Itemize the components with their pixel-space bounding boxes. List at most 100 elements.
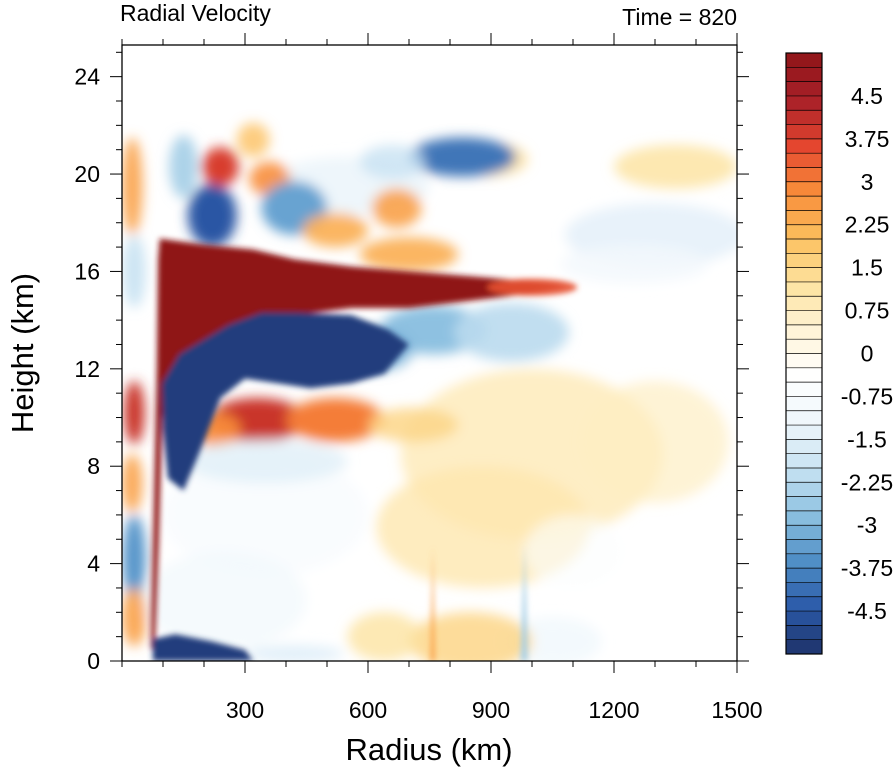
upper-warm-cell <box>302 213 369 248</box>
colorbar-bin <box>786 382 822 397</box>
y-tick-label: 8 <box>87 453 100 479</box>
inner-core-warm-band <box>122 137 143 235</box>
colorbar-label: 0.75 <box>845 298 890 324</box>
colorbar-bin <box>786 281 822 297</box>
inner-core-cool-band <box>122 234 146 308</box>
faint-warm-patch <box>614 144 737 189</box>
colorbar-bin <box>786 410 822 426</box>
upper-warm-cell <box>236 122 270 157</box>
colorbar-bin <box>786 167 822 183</box>
colorbar-frame <box>785 52 823 655</box>
x-tick-label: 600 <box>349 697 387 723</box>
colorbar-bin <box>786 353 822 369</box>
colorbar-bin <box>786 153 822 168</box>
faint-cool-patch <box>523 514 623 588</box>
colorbar-bin <box>786 339 822 354</box>
velocity-field <box>122 122 737 661</box>
colorbar-label: -1.5 <box>847 426 887 452</box>
colorbar-label: -3 <box>857 512 877 538</box>
boundary-layer-inflow-tail <box>245 645 344 661</box>
upper-warm-ridge <box>359 237 459 272</box>
colorbar-bin <box>786 596 822 612</box>
upper-cool-cell <box>409 137 516 177</box>
mid-level-outflow-band <box>286 398 385 442</box>
colorbar-label: 1.5 <box>851 255 883 281</box>
colorbar-label: 4.5 <box>851 83 883 109</box>
y-tick-label: 16 <box>74 258 100 284</box>
colorbar-bin <box>786 510 822 526</box>
colorbar-bin <box>786 196 822 211</box>
y-tick-label: 0 <box>87 648 100 674</box>
colorbar-bin <box>786 553 822 569</box>
colorbar-bin <box>786 324 822 340</box>
colorbar-bin <box>786 467 822 483</box>
colorbar-bin <box>786 611 822 626</box>
outward-pulse-stripe <box>520 544 528 661</box>
colorbar-label: -3.75 <box>841 555 893 581</box>
inner-core-warm-band <box>122 454 143 513</box>
colorbar-bin <box>786 224 822 240</box>
field-soft-layer <box>122 122 737 661</box>
mid-level-outflow-band <box>368 407 459 442</box>
colorbar-bin <box>786 53 822 68</box>
colorbar-bin <box>786 110 822 125</box>
colorbar-bin <box>786 625 822 640</box>
colorbar: 4.5 3.75 3 2.25 1.5 0.75 0 -0.75 -1.5 -2.25 -3 -3.7… <box>785 52 893 655</box>
colorbar-bin <box>786 453 822 469</box>
chart-time-label: Time = 820 <box>622 4 737 30</box>
lower-inflow-extension <box>454 303 569 362</box>
colorbar-bin <box>786 210 822 226</box>
x-axis: 300 600 900 1200 1500 <box>121 33 763 723</box>
colorbar-label: -0.75 <box>841 383 893 409</box>
plot-frame <box>121 44 738 662</box>
colorbar-bin <box>786 396 822 412</box>
upper-level-inflow <box>162 312 409 491</box>
colorbar-label: 3 <box>861 169 874 195</box>
upper-warm-cell <box>201 147 239 187</box>
y-tick-label: 4 <box>87 551 100 577</box>
colorbar-bin <box>786 539 822 555</box>
colorbar-label: -4.5 <box>847 598 887 624</box>
field-core-layer <box>150 238 578 661</box>
colorbar-bin <box>786 267 822 283</box>
colorbar-bin <box>786 525 822 540</box>
faint-warm-patch <box>409 612 532 661</box>
colorbar-bin <box>786 367 822 383</box>
y-tick-label: 20 <box>74 161 100 187</box>
colorbar-bin <box>786 639 822 655</box>
x-tick-label: 300 <box>226 697 264 723</box>
colorbar-bin <box>786 439 822 454</box>
x-axis-label: Radius (km) <box>345 732 512 767</box>
colorbar-bin <box>786 138 822 154</box>
inner-core-warm-band <box>124 381 145 445</box>
colorbar-bin <box>786 181 822 197</box>
colorbar-bin <box>786 239 822 254</box>
upper-cool-cell <box>169 135 198 199</box>
colorbar-label: 0 <box>861 341 874 367</box>
colorbar-bin <box>786 582 822 598</box>
colorbar-label: 2.25 <box>845 212 890 238</box>
y-tick-label: 12 <box>74 356 100 382</box>
colorbar-bin <box>786 124 822 140</box>
faint-warm-patch <box>347 612 422 661</box>
x-tick-label: 1500 <box>711 697 762 723</box>
colorbar-bin <box>786 425 822 440</box>
colorbar-bin <box>786 310 822 326</box>
boundary-layer-inflow <box>152 634 254 661</box>
outflow-jet <box>150 238 567 649</box>
upper-cool-cell <box>359 144 426 179</box>
colorbar-bin <box>786 482 822 497</box>
colorbar-bin <box>786 496 822 512</box>
faint-warm-patch <box>581 381 729 503</box>
y-axis-label: Height (km) <box>5 273 40 433</box>
faint-cool-patch <box>163 454 368 576</box>
x-tick-label: 1200 <box>588 697 639 723</box>
faint-cool-patch <box>142 551 307 649</box>
upper-warm-cell <box>372 188 422 228</box>
colorbar-bin <box>786 568 822 583</box>
outflow-jet-edge <box>486 278 578 296</box>
heatmap-plot-area <box>121 44 738 662</box>
faint-cool-patch <box>560 244 709 284</box>
outward-pulse-stripe <box>430 546 436 661</box>
